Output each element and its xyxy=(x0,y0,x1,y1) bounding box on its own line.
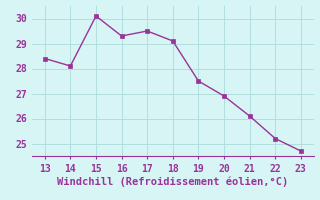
X-axis label: Windchill (Refroidissement éolien,°C): Windchill (Refroidissement éolien,°C) xyxy=(57,176,288,187)
